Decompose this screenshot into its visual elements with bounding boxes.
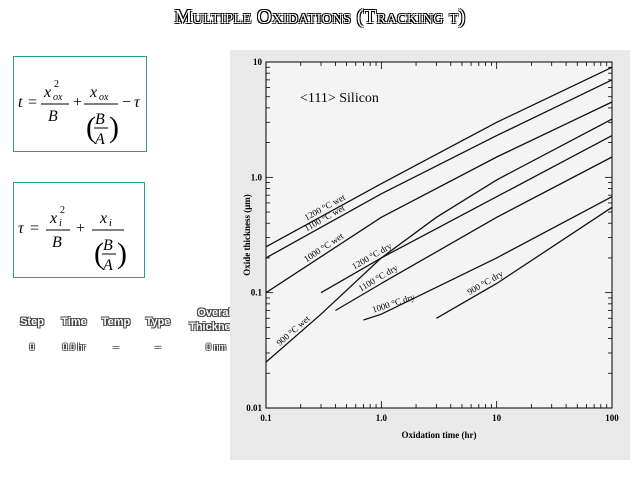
- chart-svg: 0.1 1.0 10 1000.010.11.010 1200 °C wet1100 …: [242, 57, 619, 440]
- x-tick-label: 1.0: [376, 413, 388, 423]
- eq1-sub2: ox: [99, 92, 109, 103]
- series-line-1200-c-dry: [320, 135, 613, 294]
- chart-title: <111> Silicon: [300, 91, 379, 106]
- equation-box-tau: τ = x 2 i B + x i ( B A ): [13, 182, 145, 278]
- eq2-sub1: i: [59, 218, 62, 229]
- x-tick-label: 10: [492, 413, 502, 423]
- eq2-den1: B: [52, 234, 62, 251]
- y-axis-label: Oxide thickness (μm): [242, 194, 252, 276]
- header-step: Step: [20, 316, 44, 328]
- eq2-paren-left: (: [94, 237, 104, 270]
- eq1-den1: B: [48, 108, 58, 125]
- header-overall-thickness: Overall Thickness: [189, 307, 243, 333]
- header-time: Time: [61, 316, 87, 328]
- series-line-1100-c-dry: [335, 156, 613, 312]
- eq1-plus: +: [73, 94, 82, 111]
- eq2-num1: x: [49, 210, 57, 227]
- header-type: Type: [145, 316, 171, 328]
- cell-type: --: [155, 342, 161, 352]
- series-line-900-c-dry: [436, 206, 613, 319]
- y-tick-label: 10: [253, 57, 263, 67]
- cell-thickness: 0 nm: [205, 342, 226, 352]
- eq1-inner-num: B: [95, 111, 105, 128]
- cell-temp: --: [113, 342, 119, 352]
- eq2-plus: +: [76, 220, 85, 237]
- eq1-num1: x: [43, 84, 51, 101]
- eq2-sup1: 2: [60, 205, 65, 216]
- eq1-paren-left: (: [86, 111, 96, 144]
- eq2-sub2: i: [109, 218, 112, 229]
- y-tick-label: 0.1: [251, 288, 263, 298]
- eq1-minus: −: [122, 94, 131, 111]
- equation-tau: τ = x 2 i B + x i ( B A ): [18, 205, 127, 274]
- eq2-inner-den: A: [102, 257, 113, 274]
- series-line-900-c-wet: [265, 118, 613, 363]
- equation-box-thickness-time: t = x 2 ox B + x ox ( B A ) − τ: [13, 56, 147, 152]
- eq1-sub1: ox: [53, 92, 63, 103]
- eq2-num2: x: [99, 210, 107, 227]
- series-line-1200-c-wet: [265, 66, 613, 248]
- eq2-paren-right: ): [117, 237, 127, 270]
- x-tick-label: 100: [605, 413, 619, 423]
- eq1-num2: x: [89, 84, 97, 101]
- eq1-paren-right: ): [109, 111, 119, 144]
- eq1-sup1: 2: [54, 79, 59, 90]
- x-tick-label: 0.1: [260, 413, 272, 423]
- cell-time: 0.0 hr: [62, 342, 86, 352]
- series-line-1000-c-dry: [363, 196, 613, 321]
- oxide-thickness-chart: 0.1 1.0 10 100 0.01 0.1 1.0 10 1200 °C wet 1100 …: [230, 50, 630, 460]
- page-title: Multiple Oxidations (Tracking τ): [174, 6, 466, 28]
- series-line-1000-c-wet: [265, 101, 613, 294]
- x-axis-label: Oxidation time (hr): [402, 430, 477, 440]
- eq1-lhs: t: [18, 94, 23, 111]
- eq1-equals: =: [28, 94, 37, 111]
- equation-thickness-time: t = x 2 ox B + x ox ( B A ) − τ: [18, 79, 141, 148]
- plot-area: [265, 61, 613, 409]
- eq1-inner-den: A: [94, 131, 105, 148]
- eq1-tau: τ: [134, 94, 141, 111]
- eq2-equals: =: [30, 220, 39, 237]
- cell-step: 0: [29, 342, 35, 352]
- header-temp: Temp: [101, 316, 131, 328]
- series-line-1100-c-wet: [265, 79, 613, 259]
- y-tick-label: 0.01: [246, 403, 262, 413]
- eq2-inner-num: B: [103, 237, 113, 254]
- eq2-lhs: τ: [18, 220, 25, 237]
- y-tick-label: 1.0: [251, 172, 263, 182]
